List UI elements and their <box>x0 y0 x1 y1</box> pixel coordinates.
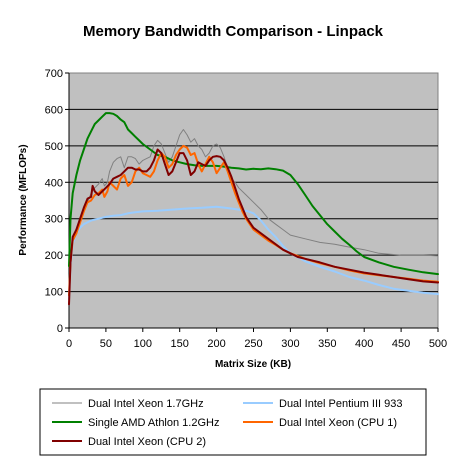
x-tick-label: 150 <box>171 338 189 350</box>
y-tick-label: 0 <box>57 323 63 335</box>
series-line-5 <box>68 148 439 306</box>
x-tick-label: 500 <box>429 338 447 350</box>
series-lines <box>68 112 439 306</box>
legend: Dual Intel Xeon 1.7GHz Dual Intel Pentium… <box>52 398 403 448</box>
legend-item: Dual Intel Xeon 1.7GHz <box>52 398 204 410</box>
axes <box>65 72 439 332</box>
series-line-3 <box>68 112 439 276</box>
y-tick-label: 600 <box>45 104 63 116</box>
y-tick-label: 500 <box>45 141 63 153</box>
x-tick-label: 200 <box>207 338 225 350</box>
y-tick-label: 200 <box>45 250 63 262</box>
legend-label: Dual Intel Pentium III 933 <box>279 398 403 410</box>
x-tick-label: 350 <box>318 338 336 350</box>
legend-item: Single AMD Athlon 1.2GHz <box>52 417 219 429</box>
y-tick-label: 400 <box>45 177 63 189</box>
legend-item: Dual Intel Xeon (CPU 1) <box>243 417 397 429</box>
legend-label: Dual Intel Xeon (CPU 2) <box>88 436 206 448</box>
tick-labels: 0 100 200 300 400 500 600 700 0 50 100 150 200 250 300… <box>45 68 448 350</box>
y-axis-title: Performance (MFLOPs) <box>18 144 29 255</box>
x-axis-title: Matrix Size (KB) <box>215 359 291 370</box>
legend-label: Dual Intel Xeon 1.7GHz <box>88 398 204 410</box>
x-tick-label: 0 <box>66 338 72 350</box>
y-tick-label: 300 <box>45 214 63 226</box>
x-tick-label: 300 <box>281 338 299 350</box>
y-tick-label: 100 <box>45 287 63 299</box>
legend-label: Single AMD Athlon 1.2GHz <box>88 417 219 429</box>
legend-box <box>39 388 427 456</box>
x-tick-label: 400 <box>355 338 373 350</box>
x-tick-label: 100 <box>134 338 152 350</box>
x-tick-label: 450 <box>392 338 410 350</box>
legend-item: Dual Intel Xeon (CPU 2) <box>52 436 206 448</box>
y-tick-label: 700 <box>45 68 63 80</box>
series-line-1 <box>68 129 439 300</box>
plot-area <box>68 72 439 329</box>
x-tick-label: 250 <box>244 338 262 350</box>
series-line-2 <box>68 205 439 300</box>
x-tick-label: 50 <box>100 338 112 350</box>
chart-title: Memory Bandwidth Comparison - Linpack <box>83 23 384 40</box>
legend-label: Dual Intel Xeon (CPU 1) <box>279 417 397 429</box>
legend-item: Dual Intel Pentium III 933 <box>243 398 403 410</box>
